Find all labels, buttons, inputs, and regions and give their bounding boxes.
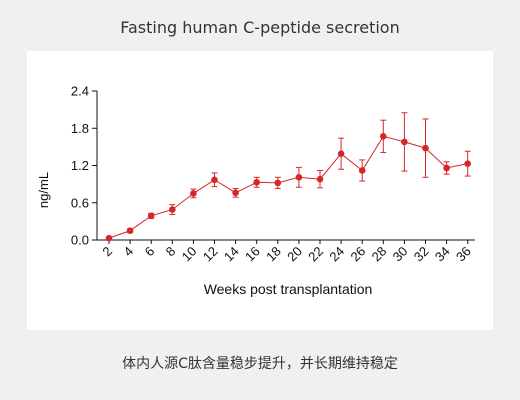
- line-chart: 2 4 6 8 10 12 14 16 18 20 22 24 26 28 30 32 34 36 0.00.61…: [36, 84, 475, 297]
- x-tick-label: 10: [179, 244, 200, 265]
- x-tick-label: 36: [453, 244, 474, 265]
- x-tick-label: 12: [200, 244, 221, 265]
- series-line-path: [108, 135, 468, 239]
- data-point: [337, 150, 345, 158]
- x-tick-label: 6: [142, 244, 158, 260]
- data-point: [126, 227, 134, 234]
- y-tick-label: 0.0: [71, 233, 89, 248]
- x-tick-label: 2: [99, 244, 115, 260]
- data-point: [401, 138, 408, 146]
- data-point: [253, 178, 260, 186]
- data-point: [169, 206, 176, 213]
- x-tick-label: 24: [326, 244, 347, 265]
- x-tick-labels: 2 4 6 8 10 12 14 16 18 20 22 24 26 28 30 32 34 36: [99, 244, 473, 265]
- x-tick-label: 20: [284, 244, 305, 265]
- data-point: [295, 173, 303, 181]
- x-tick-label: 32: [411, 244, 432, 265]
- data-point: [211, 176, 218, 184]
- data-point: [380, 133, 387, 140]
- chart-panel: 2 4 6 8 10 12 14 16 18 20 22 24 26 28 30 32 34 36 0.0 0.6 1…: [27, 51, 493, 330]
- data-point: [316, 175, 324, 183]
- y-tick-label: 1.8: [71, 121, 89, 136]
- series-line: [105, 112, 472, 242]
- y-tick-label: 1.2: [71, 158, 89, 173]
- x-tick-label: 28: [369, 244, 390, 265]
- x-tick-label: 4: [120, 244, 136, 260]
- data-point: [274, 179, 282, 187]
- y-tick-labels: 0.0 0.6 1.2 1.8 2.4: [71, 84, 89, 248]
- data-point: [105, 234, 113, 242]
- x-tick-label: 14: [221, 244, 242, 265]
- y-tick-label: 0.6: [71, 195, 89, 210]
- y-tick-label: 2.4: [71, 84, 89, 99]
- chart-title: Fasting human C-peptide secretion: [120, 18, 400, 37]
- data-point: [232, 189, 239, 197]
- chart-caption: 体内人源C肽含量稳步提升，并长期维持稳定: [122, 356, 398, 372]
- x-tick-label: 8: [163, 244, 179, 260]
- x-tick-label: 16: [242, 244, 263, 265]
- data-point: [464, 160, 472, 167]
- data-point: [422, 144, 429, 152]
- data-point: [443, 164, 450, 172]
- x-axis-label: Weeks post transplantation: [204, 281, 373, 297]
- x-tick-label: 34: [432, 244, 453, 265]
- x-tick-label: 22: [305, 244, 326, 265]
- axes: [92, 90, 475, 244]
- x-tick-label: 18: [263, 244, 284, 265]
- x-tick-label: 30: [390, 244, 411, 265]
- y-axis-label: ng/mL: [36, 172, 51, 208]
- data-point: [190, 190, 197, 197]
- data-point: [358, 167, 366, 174]
- x-tick-label: 26: [347, 244, 368, 265]
- data-point: [147, 212, 155, 220]
